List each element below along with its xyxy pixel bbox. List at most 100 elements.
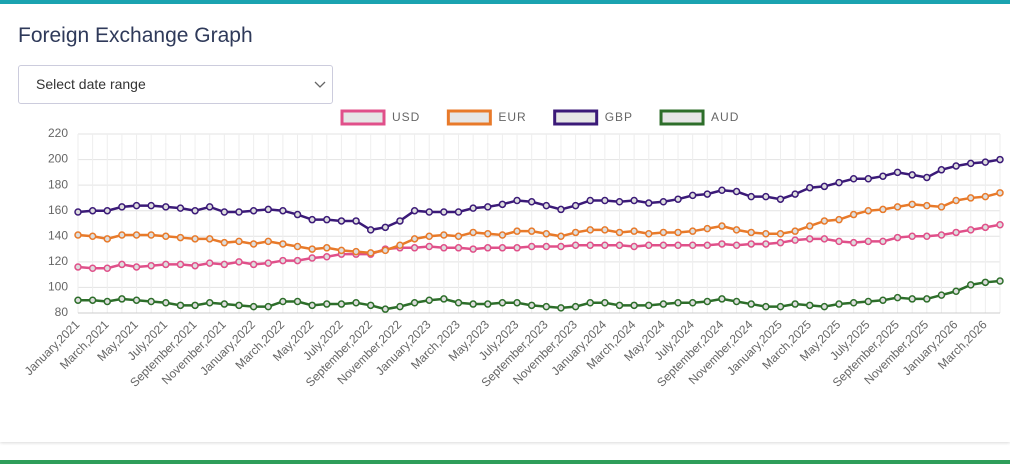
data-point xyxy=(176,233,185,242)
data-point xyxy=(849,210,858,219)
data-point xyxy=(279,256,287,265)
data-point xyxy=(337,246,346,255)
data-point xyxy=(176,301,185,310)
data-point xyxy=(323,300,331,308)
data-point xyxy=(966,281,975,289)
data-point xyxy=(805,183,814,192)
y-tick-label: 160 xyxy=(48,203,68,217)
data-point xyxy=(440,244,448,252)
data-point xyxy=(586,241,594,249)
data-point xyxy=(630,242,638,251)
data-point xyxy=(805,301,814,310)
data-point xyxy=(615,241,624,249)
legend-label: AUD xyxy=(711,110,739,124)
data-point xyxy=(484,300,492,308)
data-point xyxy=(513,196,521,205)
data-point xyxy=(308,254,316,262)
data-point xyxy=(732,187,741,196)
data-point xyxy=(718,222,726,230)
data-point xyxy=(74,296,82,304)
legend-swatch xyxy=(553,109,599,126)
data-point xyxy=(923,232,931,241)
data-point xyxy=(893,293,902,302)
data-point xyxy=(74,231,82,239)
data-point xyxy=(762,229,770,238)
data-point xyxy=(147,261,155,270)
data-point xyxy=(279,206,287,215)
data-point xyxy=(674,195,682,203)
data-point xyxy=(132,263,141,271)
data-point xyxy=(879,205,887,214)
data-point xyxy=(966,194,975,202)
data-point xyxy=(381,223,390,232)
data-point xyxy=(205,203,214,211)
data-point xyxy=(908,171,916,179)
data-point xyxy=(308,301,316,310)
data-point xyxy=(908,295,916,303)
data-point xyxy=(601,241,609,249)
data-point xyxy=(162,203,170,211)
data-point xyxy=(937,203,946,211)
y-tick-label: 80 xyxy=(55,305,69,319)
data-point xyxy=(191,301,199,310)
data-point xyxy=(293,210,302,219)
data-point xyxy=(542,242,551,251)
data-point xyxy=(893,203,902,211)
data-point xyxy=(996,221,1004,229)
data-point xyxy=(469,245,477,253)
data-point xyxy=(791,236,799,244)
data-point xyxy=(118,295,126,303)
data-point xyxy=(601,299,609,307)
data-point xyxy=(732,241,741,249)
data-point xyxy=(952,228,960,237)
data-point xyxy=(688,227,697,235)
data-point xyxy=(849,238,858,247)
data-point xyxy=(366,226,375,234)
data-point xyxy=(674,228,682,237)
y-tick-label: 100 xyxy=(48,280,68,294)
data-point xyxy=(718,240,726,248)
data-point xyxy=(835,300,843,308)
data-point xyxy=(498,244,507,252)
data-point xyxy=(557,232,565,241)
data-point xyxy=(703,297,712,306)
data-point xyxy=(630,227,638,235)
date-range-select[interactable]: Select date range xyxy=(18,65,333,104)
data-point xyxy=(498,299,507,307)
data-point xyxy=(674,299,682,307)
data-point xyxy=(118,203,126,211)
series-line xyxy=(77,158,1001,232)
data-point xyxy=(893,168,902,177)
data-point xyxy=(498,200,507,209)
data-point xyxy=(74,208,82,216)
data-point xyxy=(703,224,712,233)
data-point xyxy=(571,302,580,311)
data-point xyxy=(981,192,990,201)
data-point xyxy=(791,190,799,198)
data-point xyxy=(879,296,887,304)
data-point xyxy=(205,259,214,267)
data-point xyxy=(454,232,463,241)
data-point xyxy=(688,191,697,200)
data-point xyxy=(952,287,960,296)
data-point xyxy=(410,244,419,252)
data-point xyxy=(176,260,185,269)
data-point xyxy=(147,201,155,210)
data-point xyxy=(527,242,536,251)
data-point xyxy=(557,304,565,312)
data-point xyxy=(659,241,668,249)
legend-label: GBP xyxy=(605,110,633,124)
data-point xyxy=(103,235,112,243)
y-tick-label: 180 xyxy=(48,177,68,191)
data-point xyxy=(235,208,243,216)
data-point xyxy=(454,244,463,252)
data-point xyxy=(835,178,843,187)
data-point xyxy=(791,300,799,308)
data-point xyxy=(527,227,536,235)
data-point xyxy=(191,235,199,243)
data-point xyxy=(703,241,712,249)
data-point xyxy=(381,246,390,255)
data-point xyxy=(323,215,331,224)
data-point xyxy=(630,196,638,205)
data-point xyxy=(542,229,551,238)
